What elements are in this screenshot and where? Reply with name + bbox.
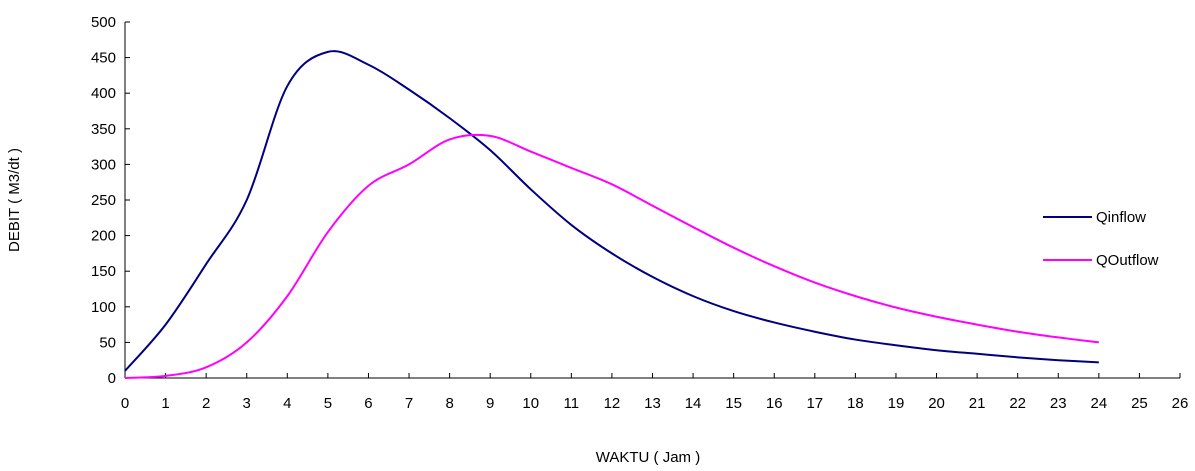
- x-tick-label: 1: [161, 395, 169, 412]
- x-tick-label: 8: [445, 395, 453, 412]
- x-tick-label: 5: [324, 395, 332, 412]
- legend-label-qinflow: Qinflow: [1096, 209, 1146, 226]
- x-tick-label: 9: [486, 395, 494, 412]
- x-tick-label: 10: [522, 395, 539, 412]
- x-tick-label: 20: [928, 395, 945, 412]
- y-tick-label: 500: [91, 14, 116, 31]
- x-tick-label: 14: [685, 395, 702, 412]
- x-tick-label: 22: [1009, 395, 1026, 412]
- x-tick-label: 6: [364, 395, 372, 412]
- x-tick-label: 2: [202, 395, 210, 412]
- y-tick-label: 400: [91, 85, 116, 102]
- x-tick-label: 23: [1050, 395, 1067, 412]
- legend-label-qoutflow: QOutflow: [1096, 252, 1159, 269]
- y-tick-label: 300: [91, 156, 116, 173]
- y-tick-label: 150: [91, 263, 116, 280]
- x-tick-label: 7: [405, 395, 413, 412]
- series-line-qinflow: [124, 50, 1099, 372]
- x-tick-label: 21: [969, 395, 986, 412]
- y-tick-label: 100: [91, 299, 116, 316]
- x-tick-label: 15: [725, 395, 742, 412]
- x-tick-label: 17: [806, 395, 823, 412]
- y-tick-label: 350: [91, 121, 116, 138]
- x-tick-label: 11: [564, 395, 580, 412]
- legend: Qinflow QOutflow: [1043, 209, 1159, 269]
- x-tick-label: 24: [1091, 395, 1108, 412]
- y-axis-title: DEBIT ( M3/dt ): [6, 148, 23, 252]
- series-line-qoutflow: [124, 133, 1099, 379]
- y-tick-label: 0: [108, 370, 116, 387]
- x-tick-label: 26: [1172, 395, 1189, 412]
- x-tick-label: 4: [283, 395, 291, 412]
- y-tick-label: 50: [99, 334, 116, 351]
- x-tick-label: 18: [847, 395, 864, 412]
- x-tick-label: 3: [243, 395, 251, 412]
- y-tick-label: 200: [91, 228, 116, 245]
- x-tick-label: 12: [604, 395, 621, 412]
- y-tick-label: 250: [91, 192, 116, 209]
- y-tick-label: 450: [91, 50, 116, 67]
- x-tick-label: 25: [1131, 395, 1148, 412]
- x-tick-label: 16: [766, 395, 783, 412]
- x-axis-title: WAKTU ( Jam ): [596, 449, 700, 466]
- series-lines: [124, 50, 1099, 379]
- x-axis-ticks: 0 1 2 3 4 5 6 7 8 9 10 11 12 13 14 15 16 17 18 19 20 21 22 23 24…: [121, 373, 1189, 412]
- y-axis-ticks: 0 50 100 150 200 250 300 350 400 450 500: [91, 14, 130, 387]
- x-tick-label: 0: [121, 395, 129, 412]
- x-tick-label: 19: [888, 395, 905, 412]
- x-tick-label: 13: [644, 395, 661, 412]
